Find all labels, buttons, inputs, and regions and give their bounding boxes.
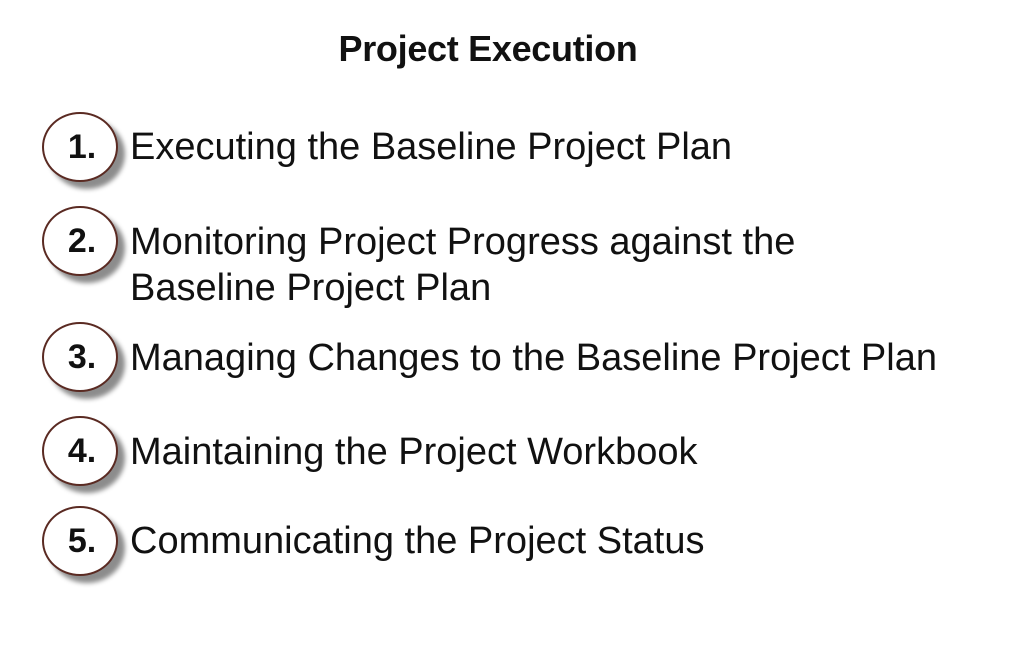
- item-line: Executing the Baseline Project Plan: [130, 126, 733, 168]
- item-line: Maintaining the Project Workbook: [130, 431, 698, 473]
- item-number: 5.: [67, 522, 97, 560]
- number-circle-icon: [42, 112, 118, 182]
- item-number: 3.: [67, 338, 97, 376]
- item-number: 2.: [67, 222, 97, 260]
- item-text: Managing Changes to the Baseline Project…: [130, 335, 937, 381]
- item-line: Managing Changes to the Baseline Project…: [130, 337, 937, 379]
- number-circle-icon: [42, 322, 118, 392]
- page-title: Project Execution: [338, 28, 638, 69]
- item-line: Communicating the Project Status: [130, 520, 705, 562]
- item-line: Baseline Project Plan: [130, 267, 492, 309]
- item-line: Monitoring Project Progress against the: [130, 221, 796, 263]
- number-circle-icon: [42, 506, 118, 576]
- item-number: 4.: [67, 432, 97, 470]
- item-number: 1.: [67, 128, 97, 166]
- item-text: Maintaining the Project Workbook: [130, 429, 697, 475]
- number-circle-icon: [42, 416, 118, 486]
- number-circle-icon: [42, 206, 118, 276]
- item-text: Communicating the Project Status: [130, 518, 705, 564]
- item-text: Monitoring Project Progress against the …: [130, 219, 795, 311]
- item-text: Executing the Baseline Project Plan: [130, 124, 732, 170]
